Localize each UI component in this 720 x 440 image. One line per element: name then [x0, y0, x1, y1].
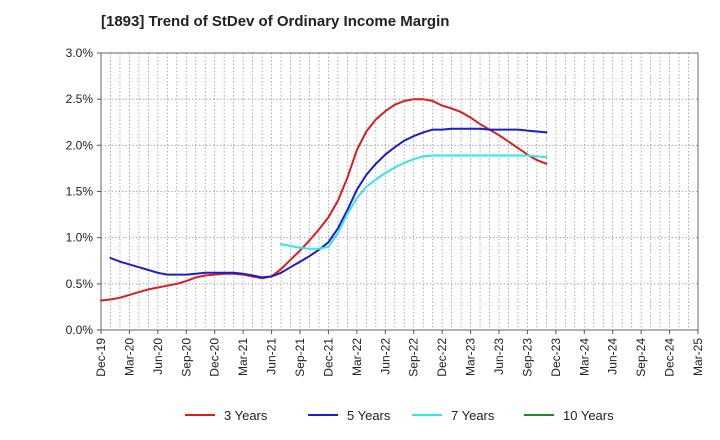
plot-border — [100, 52, 699, 331]
x-tick-label: Dec-23 — [549, 338, 563, 377]
legend-label: 5 Years — [347, 408, 391, 423]
x-tick-label: Mar-22 — [350, 338, 364, 376]
y-tick-label: 1.0% — [66, 231, 94, 245]
x-tick-label: Sep-20 — [179, 338, 193, 377]
x-tick-label: Dec-22 — [435, 338, 449, 377]
x-tick-label: Sep-23 — [520, 338, 534, 377]
y-tick-label: 1.5% — [66, 185, 94, 199]
series-line — [280, 154, 548, 250]
x-tick-label: Dec-20 — [208, 338, 222, 377]
y-tick-label: 0.0% — [66, 323, 94, 337]
x-tick-label: Dec-19 — [94, 338, 108, 377]
x-tick-label: Jun-21 — [265, 338, 279, 375]
x-tick-label: Sep-24 — [634, 338, 648, 377]
x-tick-label: Dec-24 — [663, 338, 677, 377]
legend: 3 Years 5 Years 7 Years 10 Years — [185, 408, 614, 423]
chart-title: [1893] Trend of StDev of Ordinary Income… — [101, 13, 450, 30]
series-line — [100, 98, 548, 302]
x-tick-label: Jun-22 — [378, 338, 392, 375]
y-tick-label: 3.0% — [66, 46, 94, 60]
x-tick-label: Sep-21 — [293, 338, 307, 377]
x-tick-label: Mar-25 — [691, 338, 705, 376]
x-tick-label: Mar-23 — [464, 338, 478, 376]
y-tick-label: 0.5% — [66, 277, 94, 291]
series-lines — [100, 98, 548, 302]
grid — [101, 53, 698, 330]
y-tick-label: 2.5% — [66, 92, 94, 106]
legend-label: 7 Years — [451, 408, 495, 423]
series-line — [109, 127, 548, 279]
legend-label: 10 Years — [563, 408, 614, 423]
legend-label: 3 Years — [224, 408, 268, 423]
y-tick-label: 2.0% — [66, 138, 94, 152]
x-tick-label: Mar-24 — [577, 338, 591, 376]
x-tick-label: Jun-20 — [151, 338, 165, 375]
x-tick-label: Mar-21 — [236, 338, 250, 376]
x-tick-label: Jun-23 — [492, 338, 506, 375]
x-tick-label: Sep-22 — [407, 338, 421, 377]
x-tick-label: Dec-21 — [321, 338, 335, 377]
x-tick-label: Jun-24 — [606, 338, 620, 375]
axes: 0.0% 0.5% 1.0% 1.5% 2.0% 2.5% 3.0% Dec-19 Mar-20… — [66, 46, 705, 377]
x-tick-label: Mar-20 — [122, 338, 136, 376]
